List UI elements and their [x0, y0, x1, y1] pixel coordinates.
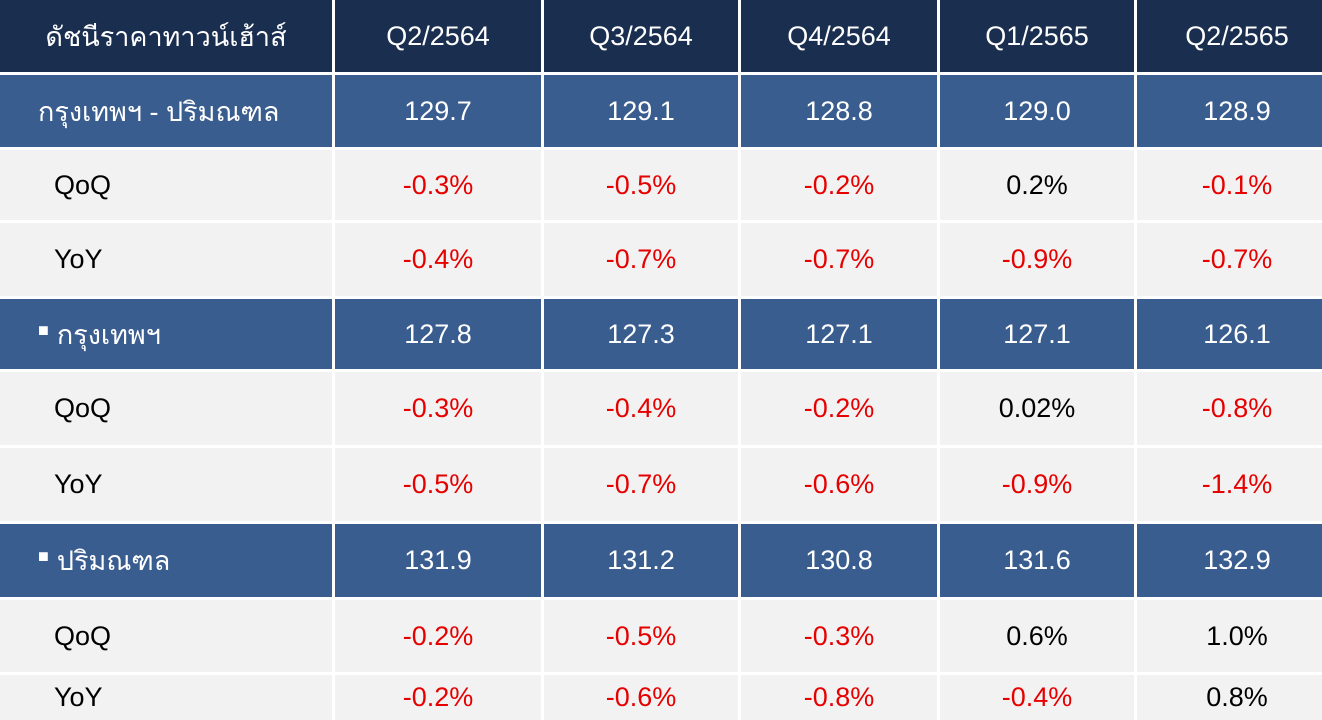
row-label: QoQ: [0, 150, 332, 220]
change-value: 0.8%: [1137, 675, 1322, 720]
index-value: 131.9: [335, 524, 541, 597]
change-value: -0.9%: [940, 448, 1134, 521]
row-label-text: กรุงเทพฯ - ปริมณฑล: [38, 96, 280, 127]
row-label: YoY: [0, 448, 332, 521]
change-value: 1.0%: [1137, 600, 1322, 672]
change-value: -0.2%: [335, 600, 541, 672]
change-value: 0.6%: [940, 600, 1134, 672]
change-value: -0.6%: [544, 675, 738, 720]
change-value: -0.2%: [741, 372, 937, 445]
change-value: -0.7%: [544, 448, 738, 521]
index-value: 132.9: [1137, 524, 1322, 597]
index-value: 126.1: [1137, 299, 1322, 369]
header-period: Q2/2565: [1137, 0, 1322, 72]
change-value: -0.7%: [1137, 223, 1322, 296]
change-value: -0.7%: [741, 223, 937, 296]
row-label: QoQ: [0, 600, 332, 672]
header-period: Q4/2564: [741, 0, 937, 72]
index-value: 131.2: [544, 524, 738, 597]
change-value: -0.5%: [544, 150, 738, 220]
index-value: 127.1: [940, 299, 1134, 369]
index-value: 129.7: [335, 75, 541, 147]
change-value: -0.2%: [335, 675, 541, 720]
change-value: -0.3%: [741, 600, 937, 672]
row-label: กรุงเทพฯ - ปริมณฑล: [0, 75, 332, 147]
row-label: ■ ปริมณฑล: [0, 524, 332, 597]
change-value: -0.6%: [741, 448, 937, 521]
index-value: 128.9: [1137, 75, 1322, 147]
header-period: Q2/2564: [335, 0, 541, 72]
change-value: -0.8%: [1137, 372, 1322, 445]
change-value: -1.4%: [1137, 448, 1322, 521]
header-label: ดัชนีราคาทาวน์เฮ้าส์: [0, 0, 332, 72]
index-value: 131.6: [940, 524, 1134, 597]
header-period: Q3/2564: [544, 0, 738, 72]
row-label: ■ กรุงเทพฯ: [0, 299, 332, 369]
index-value: 130.8: [741, 524, 937, 597]
change-value: -0.3%: [335, 372, 541, 445]
change-value: -0.4%: [940, 675, 1134, 720]
row-label: YoY: [0, 675, 332, 720]
bullet-icon: ■: [38, 546, 49, 566]
row-label-text: กรุงเทพฯ: [56, 319, 161, 350]
change-value: -0.5%: [544, 600, 738, 672]
row-label: QoQ: [0, 372, 332, 445]
change-value: -0.4%: [335, 223, 541, 296]
change-value: -0.1%: [1137, 150, 1322, 220]
change-value: -0.5%: [335, 448, 541, 521]
row-label-text: ปริมณฑล: [56, 546, 171, 576]
change-value: 0.2%: [940, 150, 1134, 220]
index-value: 128.8: [741, 75, 937, 147]
header-period: Q1/2565: [940, 0, 1134, 72]
index-value: 127.1: [741, 299, 937, 369]
bullet-icon: ■: [38, 319, 49, 340]
change-value: -0.4%: [544, 372, 738, 445]
change-value: 0.02%: [940, 372, 1134, 445]
change-value: -0.2%: [741, 150, 937, 220]
change-value: -0.8%: [741, 675, 937, 720]
index-value: 129.1: [544, 75, 738, 147]
index-value: 129.0: [940, 75, 1134, 147]
change-value: -0.3%: [335, 150, 541, 220]
change-value: -0.7%: [544, 223, 738, 296]
row-label: YoY: [0, 223, 332, 296]
index-value: 127.3: [544, 299, 738, 369]
index-value: 127.8: [335, 299, 541, 369]
change-value: -0.9%: [940, 223, 1134, 296]
